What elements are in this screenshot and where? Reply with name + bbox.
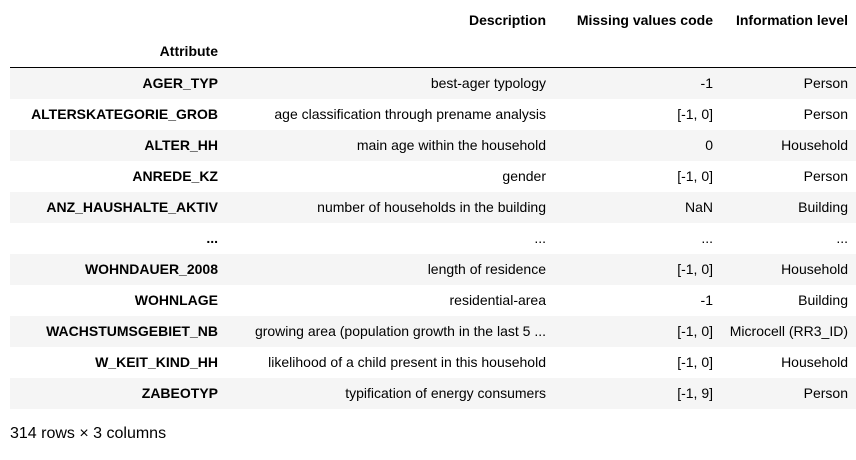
row-attribute-cell: W_KEIT_KIND_HH	[95, 354, 218, 370]
row-missing-values-cell: 0	[705, 137, 713, 153]
table-header: Description Missing values code Informat…	[10, 5, 856, 68]
row-missing-values-cell: ...	[701, 230, 713, 246]
index-name-header: Attribute	[10, 36, 226, 68]
index-row-blank-cell	[554, 36, 721, 68]
dataframe-table: Description Missing values code Informat…	[10, 5, 856, 409]
row-description-cell: number of households in the building	[317, 199, 546, 215]
table-row: ALTER_HH main age within the household 0 Ho…	[10, 130, 856, 161]
row-attribute-cell: ALTER_HH	[144, 137, 218, 153]
row-missing-values-cell: [-1, 0]	[677, 106, 713, 122]
row-information-level-cell: Household	[781, 354, 848, 370]
row-missing-values-cell: NaN	[684, 199, 713, 215]
row-attribute-cell: WOHNDAUER_2008	[84, 261, 218, 277]
row-description-cell: best-ager typology	[430, 75, 546, 91]
row-description-cell: likelihood of a child present in this ho…	[268, 354, 546, 370]
row-missing-values-cell: [-1, 9]	[677, 385, 713, 401]
row-information-level-cell: Building	[798, 199, 848, 215]
row-attribute-cell: AGER_TYP	[142, 75, 218, 91]
row-attribute-cell: ANREDE_KZ	[132, 168, 218, 184]
row-attribute-cell: ANZ_HAUSHALTE_AKTIV	[46, 199, 218, 215]
row-information-level-cell: ...	[836, 230, 848, 246]
row-missing-values-cell: -1	[700, 292, 713, 308]
column-header-missing-values-code: Missing values code	[576, 12, 713, 28]
column-header-description: Description	[468, 12, 546, 28]
table-row: ANREDE_KZ gender [-1, 0] Person	[10, 161, 856, 192]
row-attribute-cell: ALTERSKATEGORIE_GROB	[31, 106, 218, 122]
table-row: WACHSTUMSGEBIET_NB growing area (populati…	[10, 316, 856, 347]
index-name-row: Attribute	[10, 36, 856, 68]
row-attribute-cell: ...	[206, 230, 218, 246]
row-information-level-cell: Household	[781, 261, 848, 277]
table-body: AGER_TYP best-ager typology -1 Person ALTERS…	[10, 67, 856, 409]
row-description-cell: length of residence	[427, 261, 546, 277]
row-attribute-cell: WOHNLAGE	[134, 292, 218, 308]
row-attribute-cell: WACHSTUMSGEBIET_NB	[46, 323, 218, 339]
row-information-level-cell: Person	[803, 75, 848, 91]
row-description-cell: age classification through prename analy…	[274, 106, 546, 122]
row-description-cell: typification of energy consumers	[345, 385, 546, 401]
index-row-blank-cell	[226, 36, 554, 68]
row-information-level-cell: Household	[781, 137, 848, 153]
index-row-blank-cell	[721, 36, 856, 68]
table-row: AGER_TYP best-ager typology -1 Person	[10, 67, 856, 99]
table-shape-summary: 314 rows × 3 columns	[10, 425, 167, 442]
table-row: ALTERSKATEGORIE_GROB age classification t…	[10, 99, 856, 130]
row-information-level-cell: Person	[803, 168, 848, 184]
row-information-level-cell: Building	[798, 292, 848, 308]
column-header-information-level: Information level	[735, 12, 848, 28]
column-header-row: Description Missing values code Informat…	[10, 5, 856, 36]
row-attribute-cell: ZABEOTYP	[141, 385, 218, 401]
row-information-level-cell: Person	[803, 385, 848, 401]
table-row: WOHNLAGE residential-area -1 Building	[10, 285, 856, 316]
row-missing-values-cell: [-1, 0]	[677, 354, 713, 370]
row-information-level-cell: Person	[803, 106, 848, 122]
row-missing-values-cell: [-1, 0]	[677, 168, 713, 184]
row-description-cell: ...	[534, 230, 546, 246]
row-information-level-cell: Microcell (RR3_ID)	[729, 323, 848, 339]
table-row: ............	[10, 223, 856, 254]
row-missing-values-cell: [-1, 0]	[677, 261, 713, 277]
row-description-cell: growing area (population growth in the l…	[254, 323, 546, 339]
row-description-cell: residential-area	[449, 292, 547, 308]
row-description-cell: gender	[502, 168, 546, 184]
row-description-cell: main age within the household	[356, 137, 546, 153]
table-row: ANZ_HAUSHALTE_AKTIV number of households …	[10, 192, 856, 223]
row-missing-values-cell: -1	[700, 75, 713, 91]
table-row: WOHNDAUER_2008 length of residence [-1, 0]…	[10, 254, 856, 285]
table-row: ZABEOTYP typification of energy consumers…	[10, 378, 856, 409]
row-missing-values-cell: [-1, 0]	[677, 323, 713, 339]
header-blank-cell	[10, 5, 226, 36]
table-row: W_KEIT_KIND_HH likelihood of a child pres…	[10, 347, 856, 378]
